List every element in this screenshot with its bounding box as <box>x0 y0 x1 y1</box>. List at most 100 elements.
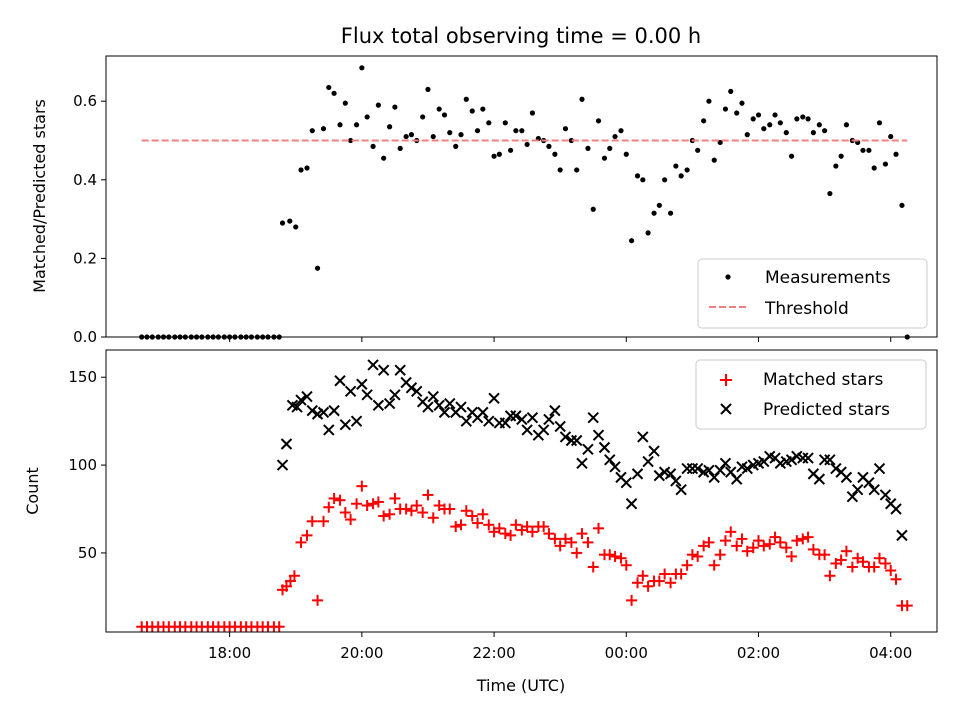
data-point <box>885 565 897 577</box>
data-point <box>521 424 533 436</box>
data-point <box>526 526 538 538</box>
chart-title: Flux total observing time = 0.00 h <box>341 24 701 48</box>
data-point <box>568 137 575 144</box>
data-point <box>822 128 828 134</box>
data-point <box>587 561 599 573</box>
data-point <box>392 104 398 110</box>
data-point <box>896 529 908 542</box>
x-tick-label: 04:00 <box>869 644 912 662</box>
data-point <box>755 112 762 118</box>
data-point <box>496 151 502 157</box>
data-point <box>458 132 464 138</box>
data-point <box>664 468 677 480</box>
data-point <box>871 165 877 171</box>
data-point <box>537 424 550 436</box>
data-point <box>843 122 850 128</box>
data-point <box>314 265 321 271</box>
data-point <box>774 536 786 548</box>
data-point <box>692 550 704 562</box>
data-point <box>287 218 293 224</box>
data-point <box>637 431 649 443</box>
data-point <box>549 404 561 417</box>
data-point <box>788 153 795 159</box>
data-point <box>802 452 814 464</box>
series-predicted-stars <box>276 359 908 542</box>
legend-predicted-marker <box>720 403 732 415</box>
y-tick-label: 0.2 <box>73 249 97 267</box>
data-point <box>761 126 767 132</box>
bottom-legend-box <box>695 359 927 430</box>
data-point <box>587 411 599 424</box>
data-point <box>430 133 436 140</box>
data-point <box>288 570 300 582</box>
data-point <box>645 230 651 236</box>
data-point <box>516 413 528 426</box>
data-point <box>590 206 596 212</box>
data-point <box>359 65 365 71</box>
data-point <box>868 483 880 496</box>
data-point <box>383 397 396 410</box>
data-point <box>626 594 638 606</box>
data-point <box>623 151 629 157</box>
data-point <box>640 177 646 183</box>
data-point <box>328 492 340 504</box>
data-point <box>634 173 641 179</box>
data-point <box>364 114 370 120</box>
data-point <box>474 128 481 134</box>
data-point <box>460 415 473 427</box>
data-point <box>604 454 616 466</box>
data-point <box>552 151 558 157</box>
data-point <box>554 540 566 552</box>
data-point <box>370 143 376 149</box>
data-point <box>901 600 913 612</box>
data-point <box>510 410 522 422</box>
data-point <box>507 147 514 153</box>
data-point <box>519 128 525 134</box>
legend-threshold-label: Threshold <box>764 299 849 319</box>
data-point <box>607 145 613 151</box>
data-point <box>786 550 798 562</box>
data-point <box>840 471 853 484</box>
data-point <box>447 130 453 136</box>
data-point <box>840 545 852 557</box>
data-point <box>888 133 894 140</box>
series-matched-stars <box>136 480 913 633</box>
data-point <box>582 443 594 455</box>
top-y-ticks: 0.0 0.2 0.4 0.6 <box>73 92 106 346</box>
data-point <box>345 514 357 526</box>
data-point <box>306 515 318 527</box>
data-point <box>818 454 831 466</box>
data-point <box>860 147 866 153</box>
data-point <box>334 494 346 506</box>
data-point <box>384 508 396 520</box>
data-point <box>830 462 842 475</box>
data-point <box>450 521 462 533</box>
data-point <box>521 521 533 533</box>
data-point <box>378 510 390 522</box>
data-point <box>337 122 343 128</box>
data-point <box>361 389 373 401</box>
data-point <box>441 112 448 118</box>
data-point <box>876 120 883 126</box>
data-point <box>291 401 303 413</box>
data-point <box>585 145 591 151</box>
data-point <box>620 559 632 571</box>
data-point <box>620 476 632 489</box>
x-tick-label: 20:00 <box>340 644 383 662</box>
data-point <box>719 535 731 547</box>
data-point <box>367 359 379 371</box>
data-point <box>562 126 569 132</box>
legend-measurements-label: Measurements <box>765 268 891 288</box>
data-point <box>615 552 627 564</box>
data-point <box>422 401 434 413</box>
data-point <box>625 498 638 510</box>
data-point <box>472 517 484 529</box>
data-point <box>427 512 439 524</box>
data-point <box>601 155 608 161</box>
data-point <box>691 462 704 475</box>
data-point <box>800 114 806 120</box>
data-point <box>455 401 467 413</box>
data-point <box>543 413 555 426</box>
data-point <box>411 499 423 511</box>
data-point <box>304 165 310 171</box>
